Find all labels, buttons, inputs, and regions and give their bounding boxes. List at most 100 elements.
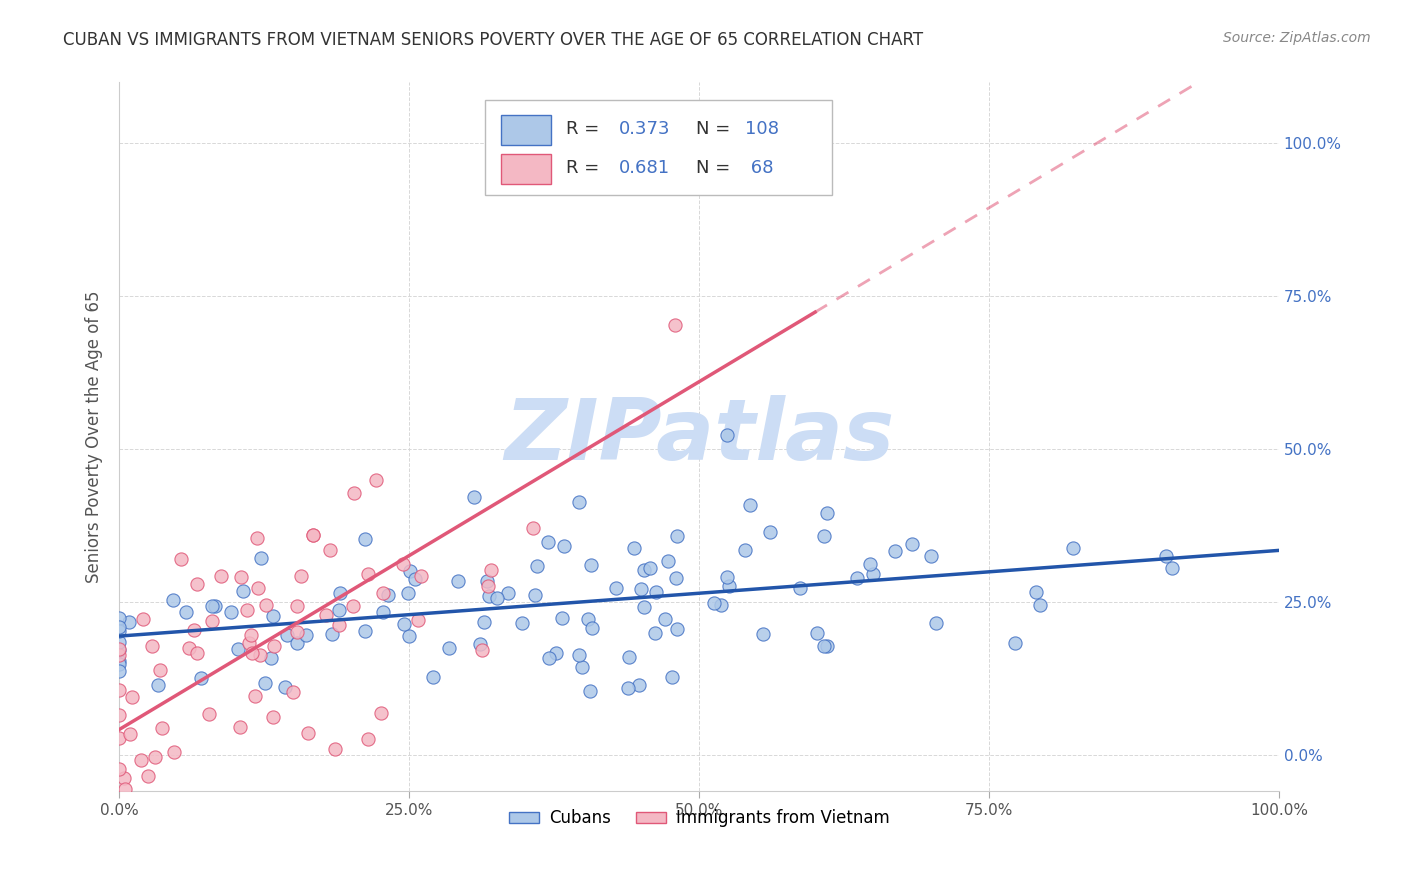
Point [477, 574, 499, 589]
Point [250, 550, 273, 565]
Point [627, 678, 650, 692]
Point [479, 563, 502, 577]
Text: R =: R = [565, 120, 605, 138]
Point [645, 584, 668, 599]
Point [486, 591, 509, 606]
Point [396, 586, 419, 600]
Point [406, 613, 429, 627]
Point [108, 821, 131, 835]
Text: N =: N = [696, 120, 735, 138]
Point [846, 571, 869, 585]
Point [813, 529, 835, 543]
Point [108, 731, 131, 745]
Point [523, 588, 546, 602]
Point [373, 606, 395, 620]
Point [666, 622, 689, 636]
Point [328, 618, 350, 632]
Point [281, 684, 304, 698]
Point [329, 586, 352, 600]
Text: Source: ZipAtlas.com: Source: ZipAtlas.com [1223, 31, 1371, 45]
Point [1025, 585, 1047, 599]
Point [219, 605, 242, 619]
Point [246, 582, 269, 596]
Point [229, 570, 252, 584]
Point [357, 731, 380, 746]
Point [240, 646, 263, 660]
Point [356, 567, 378, 582]
Point [285, 625, 308, 640]
Point [883, 543, 905, 558]
Point [550, 611, 572, 625]
Point [398, 629, 420, 643]
Point [537, 651, 560, 665]
Point [342, 599, 364, 614]
Point [1154, 549, 1177, 563]
Point [239, 627, 262, 641]
Point [148, 678, 170, 692]
FancyBboxPatch shape [501, 154, 551, 184]
Point [131, 612, 153, 626]
Point [163, 745, 186, 759]
Point [411, 569, 433, 583]
Text: 108: 108 [745, 120, 779, 138]
Point [813, 640, 835, 654]
Point [198, 706, 221, 721]
Point [263, 639, 285, 653]
Point [666, 529, 689, 543]
Point [162, 593, 184, 607]
Point [437, 640, 460, 655]
Point [276, 628, 298, 642]
Point [710, 598, 733, 612]
Point [353, 533, 375, 547]
Point [190, 671, 212, 685]
Point [260, 650, 283, 665]
Point [900, 537, 922, 551]
Point [290, 569, 312, 583]
Point [112, 772, 135, 786]
Point [526, 559, 548, 574]
Point [496, 586, 519, 600]
Point [716, 570, 738, 584]
Point [129, 753, 152, 767]
Point [150, 721, 173, 735]
Point [446, 574, 468, 588]
Point [321, 627, 343, 641]
Point [1004, 636, 1026, 650]
Text: 0.373: 0.373 [619, 120, 671, 138]
Point [404, 572, 426, 586]
Point [616, 681, 638, 695]
Point [108, 821, 131, 835]
Point [752, 626, 775, 640]
Point [201, 599, 224, 613]
Point [183, 624, 205, 638]
Point [108, 643, 131, 657]
Point [301, 527, 323, 541]
Point [377, 588, 399, 602]
Point [204, 599, 226, 613]
Point [471, 643, 494, 657]
Point [759, 524, 782, 539]
Point [581, 621, 603, 635]
Point [370, 706, 392, 721]
Point [925, 615, 948, 630]
Point [262, 710, 284, 724]
Point [657, 554, 679, 568]
Point [249, 648, 271, 662]
Point [633, 599, 655, 614]
Text: R =: R = [565, 160, 605, 178]
Point [354, 624, 377, 638]
Point [323, 741, 346, 756]
Point [141, 639, 163, 653]
Point [862, 566, 884, 581]
FancyBboxPatch shape [485, 100, 832, 195]
Point [287, 599, 309, 613]
Text: CUBAN VS IMMIGRANTS FROM VIETNAM SENIORS POVERTY OVER THE AGE OF 65 CORRELATION : CUBAN VS IMMIGRANTS FROM VIETNAM SENIORS… [63, 31, 924, 49]
Point [716, 428, 738, 442]
Point [619, 650, 641, 665]
Point [576, 612, 599, 626]
Point [186, 576, 208, 591]
Point [1029, 598, 1052, 612]
Point [740, 498, 762, 512]
Point [318, 543, 340, 558]
Point [664, 318, 686, 332]
